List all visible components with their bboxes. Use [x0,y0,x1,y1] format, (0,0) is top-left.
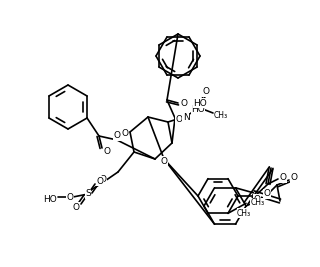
Text: HO: HO [43,194,57,203]
Text: CH₃: CH₃ [214,111,228,120]
Text: HO: HO [193,99,207,108]
Text: O: O [103,147,110,155]
Text: O: O [175,116,182,124]
Text: N: N [183,112,189,121]
Text: O: O [122,128,129,138]
Text: O: O [291,174,298,183]
Text: N: N [183,112,189,121]
Text: O: O [263,190,270,198]
Text: O: O [100,175,107,183]
Text: O: O [73,202,79,211]
Text: O: O [180,99,188,108]
Text: CH₃: CH₃ [237,209,251,218]
Text: O: O [114,132,121,140]
Text: HO: HO [191,104,205,113]
Text: O: O [203,88,210,96]
Text: O: O [161,156,167,166]
Text: S: S [85,190,91,198]
Text: O: O [253,194,260,203]
Text: O: O [279,174,286,183]
Text: O: O [67,193,74,202]
Text: O: O [97,176,103,186]
Text: CH₃: CH₃ [251,198,265,207]
